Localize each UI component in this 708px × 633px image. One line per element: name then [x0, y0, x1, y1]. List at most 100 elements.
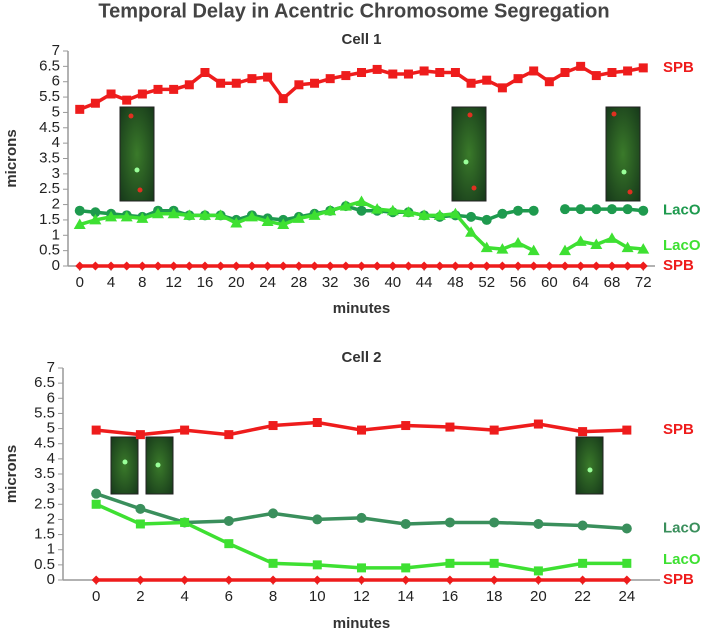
marker [559, 204, 570, 215]
marker [388, 261, 398, 271]
inset [110, 436, 139, 495]
marker [388, 69, 398, 79]
marker [105, 210, 118, 222]
marker [577, 520, 588, 531]
marker [638, 63, 648, 73]
spot [122, 459, 128, 465]
marker [106, 89, 116, 99]
x-tick-label: 20 [530, 588, 547, 605]
y-tick-label: 5.5 [39, 88, 60, 105]
y-tick-label: 0 [52, 257, 60, 274]
marker [245, 210, 258, 222]
marker [403, 69, 413, 79]
marker [445, 575, 455, 585]
y-axis-label: microns [3, 129, 20, 187]
marker [169, 84, 179, 94]
series-label: SPB [663, 59, 694, 76]
marker [153, 261, 163, 271]
marker [401, 563, 411, 573]
marker [268, 421, 278, 431]
x-tick-label: 4 [180, 588, 188, 605]
marker [622, 204, 633, 215]
y-tick-label: 7 [52, 42, 60, 59]
marker [497, 208, 508, 219]
spot [463, 159, 469, 165]
marker [357, 68, 366, 77]
marker [435, 261, 445, 271]
marker [341, 261, 351, 271]
marker [308, 209, 321, 220]
series-label: SPB [663, 571, 694, 588]
x-tick-label: 24 [618, 588, 635, 605]
spot [611, 111, 617, 117]
marker [621, 523, 632, 534]
x-tick-label: 22 [574, 588, 591, 605]
marker [224, 539, 234, 549]
marker [401, 575, 411, 585]
x-tick-label: 48 [447, 274, 464, 291]
spot [621, 169, 627, 175]
series-label: LacO [663, 551, 701, 568]
marker [527, 244, 540, 256]
y-tick-label: 4.5 [39, 119, 60, 136]
marker [292, 212, 305, 223]
marker [533, 566, 543, 576]
marker [638, 261, 648, 271]
y-tick-label: 3 [47, 480, 55, 497]
marker [224, 575, 234, 585]
x-tick-label: 0 [92, 588, 100, 605]
marker [591, 71, 601, 81]
marker [575, 204, 586, 215]
marker [623, 261, 633, 271]
marker [137, 261, 147, 271]
y-tick-label: 0 [47, 571, 55, 588]
x-tick-label: 4 [107, 274, 115, 291]
marker [402, 206, 415, 217]
marker [418, 209, 431, 220]
marker [574, 235, 587, 246]
marker [400, 518, 411, 529]
marker [449, 207, 462, 219]
marker [75, 104, 85, 114]
y-tick-label: 1 [47, 541, 55, 558]
marker [513, 74, 523, 84]
inset [605, 106, 641, 202]
marker [591, 204, 602, 215]
y-tick-label: 3.5 [39, 149, 60, 166]
marker [169, 261, 179, 271]
marker [216, 261, 226, 271]
marker [529, 261, 539, 271]
marker [200, 68, 210, 77]
marker [261, 215, 274, 226]
marker [135, 503, 146, 514]
marker [90, 98, 100, 108]
marker [74, 205, 85, 216]
x-tick-label: 6 [225, 588, 233, 605]
figure-title: Temporal Delay in Acentric Chromosome Se… [98, 0, 609, 22]
marker [607, 261, 617, 271]
y-tick-label: 2.5 [34, 495, 55, 512]
marker [268, 558, 278, 568]
marker [106, 261, 116, 271]
x-tick-label: 16 [197, 274, 214, 291]
x-tick-label: 8 [269, 588, 277, 605]
marker [355, 195, 368, 206]
marker [480, 241, 493, 253]
y-tick-label: 0.5 [39, 242, 60, 259]
x-tick-label: 28 [291, 274, 308, 291]
marker [528, 205, 539, 216]
spot [155, 462, 161, 468]
x-tick-label: 20 [228, 274, 245, 291]
marker [357, 425, 366, 435]
marker [433, 209, 446, 220]
marker [533, 575, 543, 585]
x-tick-label: 18 [486, 588, 503, 605]
marker [591, 261, 601, 271]
marker [558, 244, 571, 256]
y-tick-label: 5 [47, 420, 55, 437]
marker [622, 558, 632, 568]
marker [223, 515, 234, 526]
y-tick-label: 6 [47, 389, 55, 406]
marker [231, 78, 241, 88]
y-tick-label: 5 [52, 103, 60, 120]
